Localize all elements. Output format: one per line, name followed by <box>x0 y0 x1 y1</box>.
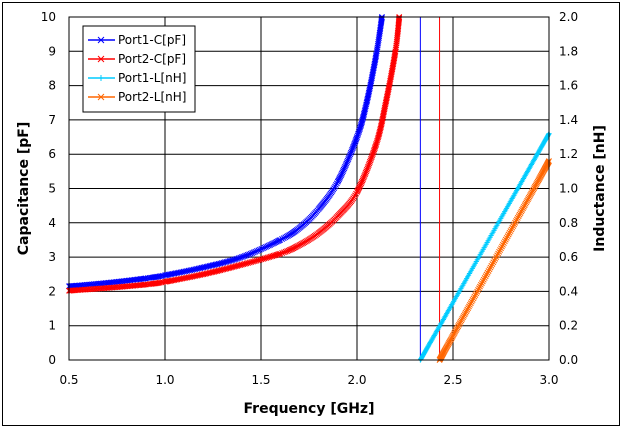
y-axis-title: Capacitance [pF] <box>16 122 32 255</box>
legend-label: Port2-C[pF] <box>118 52 186 66</box>
data-point <box>336 214 339 218</box>
x-tick-label: 1.5 <box>251 373 270 387</box>
plot-border <box>68 16 550 361</box>
y2-axis-title: Inductance [nH] <box>592 125 608 252</box>
y2-tick-label: 0.8 <box>559 216 578 230</box>
data-point <box>202 273 205 276</box>
data-point <box>298 243 301 247</box>
data-point <box>279 252 282 255</box>
y2-tick-label: 0.0 <box>559 353 578 367</box>
legend-label: Port1-C[pF] <box>118 33 186 47</box>
y-tick-label: 10 <box>41 10 56 24</box>
y-tick-label: 6 <box>48 147 56 161</box>
x-tick-label: 3.0 <box>539 373 558 387</box>
x-tick-label: 1.0 <box>155 373 174 387</box>
y-tick-label: 2 <box>48 284 56 298</box>
y2-tick-label: 0.2 <box>559 319 578 333</box>
legend-label: Port1-L[nH] <box>118 71 186 85</box>
y-tick-label: 5 <box>48 182 56 196</box>
x-axis-title: Frequency [GHz] <box>244 401 375 417</box>
data-point <box>355 190 359 194</box>
y2-tick-label: 1.6 <box>559 79 578 93</box>
y-tick-label: 7 <box>48 113 56 127</box>
y-tick-label: 3 <box>48 250 56 264</box>
data-point <box>279 238 282 242</box>
y-tick-label: 1 <box>48 319 56 333</box>
x-tick-label: 0.5 <box>59 373 78 387</box>
legend-item: Port1-L[nH] <box>88 71 186 85</box>
data-point <box>375 142 378 146</box>
legend-item: Port2-L[nH] <box>88 90 186 104</box>
legend-item: Port1-C[pF] <box>88 33 186 47</box>
data-point <box>202 266 205 269</box>
tick-labels: 0.5 1.0 1.5 2.0 2.5 3.0 0 1 2 3 4 5 6 7 8 9 10 0.0 0.2 0.4 0… <box>41 10 578 387</box>
series-port1-c-pf <box>66 14 385 290</box>
data-point <box>317 207 320 211</box>
data-point <box>106 286 109 290</box>
x-tick-label: 2.0 <box>347 373 366 387</box>
y2-tick-label: 1.4 <box>559 113 578 127</box>
legend-label: Port2-L[nH] <box>118 90 186 104</box>
y2-tick-label: 0.6 <box>559 250 578 264</box>
y2-tick-label: 1.0 <box>559 182 578 196</box>
y-tick-label: 0 <box>48 353 56 367</box>
data-point <box>317 231 320 235</box>
data-point <box>240 255 243 259</box>
data-point <box>355 135 359 139</box>
data-point <box>336 180 339 183</box>
legend-item: Port2-C[pF] <box>88 52 186 66</box>
y-tick-label: 4 <box>48 216 56 230</box>
data-point <box>384 101 387 104</box>
data-point <box>394 50 397 53</box>
data-point <box>240 263 243 266</box>
data-point <box>375 53 378 56</box>
y-tick-label: 8 <box>48 79 56 93</box>
y2-tick-label: 2.0 <box>559 10 578 24</box>
data-point <box>144 283 147 286</box>
series-port2-l-nh <box>436 158 552 363</box>
data-point <box>298 226 301 230</box>
series-group <box>66 14 552 363</box>
y2-tick-label: 0.4 <box>559 284 578 298</box>
y2-tick-label: 1.8 <box>559 44 578 58</box>
data-point <box>106 281 109 285</box>
data-point <box>163 274 167 277</box>
data-point <box>163 280 167 283</box>
legend: Port1-C[pF] Port2-C[pF] Port1-L[nH] Port2-L… <box>82 25 196 113</box>
y2-tick-label: 1.2 <box>559 147 578 161</box>
data-point <box>365 101 368 104</box>
series-port1-l-nh <box>417 131 552 363</box>
vertical-lines <box>419 17 441 360</box>
x-tick-label: 2.5 <box>443 373 462 387</box>
data-point <box>144 277 147 280</box>
y-tick-label: 9 <box>48 44 56 58</box>
